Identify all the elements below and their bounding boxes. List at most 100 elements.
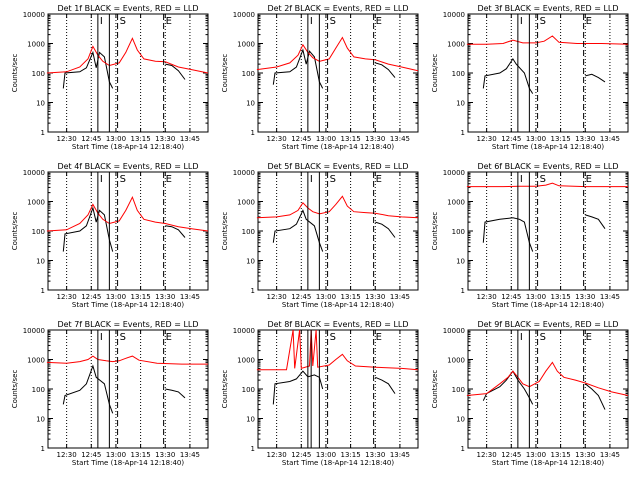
y-axis-label: Counts/sec [221, 54, 229, 93]
marker-label: S [120, 332, 126, 343]
y-tick-label: 1 [251, 445, 255, 453]
x-tick-label: 12:45 [81, 451, 101, 459]
plot-frame [467, 13, 629, 133]
y-tick-label: 10000 [443, 169, 465, 177]
y-tick-label: 10000 [233, 11, 255, 19]
y-tick-label: 10000 [23, 327, 45, 335]
marker-label: S [330, 16, 336, 27]
x-tick-label: 13:00 [316, 135, 336, 143]
marker-label: I [520, 16, 523, 27]
x-tick-label: 12:45 [291, 293, 311, 301]
panel-5: Det 5f BLACK = Events, RED = LLD Counts/s… [221, 162, 419, 309]
y-tick-label: 1000 [447, 357, 465, 365]
x-tick-label: 13:30 [155, 451, 175, 459]
marker-label: I [100, 332, 103, 343]
series-events-line [165, 225, 186, 238]
marker-label: S [120, 16, 126, 27]
x-tick-label: 13:00 [106, 451, 126, 459]
x-axis-label: Start Time (18-Apr-14 12:18:40) [282, 143, 394, 151]
panel-title: Det 5f BLACK = Events, RED = LLD [267, 162, 408, 171]
panel-title: Det 2f BLACK = Events, RED = LLD [267, 4, 408, 13]
series-events-line [375, 376, 396, 394]
x-tick-label: 12:45 [81, 135, 101, 143]
y-tick-label: 100 [452, 386, 465, 394]
marker-label: E [376, 332, 382, 343]
panel-title: Det 6f BLACK = Events, RED = LLD [477, 162, 618, 171]
x-tick-label: 12:30 [57, 293, 77, 301]
marker-label: S [330, 174, 336, 185]
x-tick-label: 13:45 [180, 293, 200, 301]
series-events-line [272, 48, 324, 89]
x-tick-label: 12:45 [501, 293, 521, 301]
plot-frame [257, 13, 419, 133]
y-axis-label: Counts/sec [431, 212, 439, 251]
series-events-line [585, 73, 606, 83]
x-tick-label: 13:15 [131, 135, 151, 143]
panel-8: Det 8f BLACK = Events, RED = LLD Counts/s… [221, 320, 419, 467]
y-tick-label: 10000 [233, 169, 255, 177]
x-axis-label: Start Time (18-Apr-14 12:18:40) [282, 459, 394, 467]
plot-frame [467, 171, 629, 291]
y-tick-label: 1 [251, 287, 255, 295]
x-tick-label: 12:30 [267, 451, 287, 459]
series-lld-line [46, 37, 209, 74]
x-tick-label: 12:30 [477, 135, 497, 143]
y-axis-label: Counts/sec [11, 212, 19, 251]
x-tick-label: 13:45 [600, 293, 620, 301]
y-tick-label: 100 [32, 228, 45, 236]
y-tick-label: 100 [242, 386, 255, 394]
x-tick-label: 13:30 [365, 451, 385, 459]
y-tick-label: 1000 [447, 199, 465, 207]
x-tick-label: 13:15 [341, 135, 361, 143]
x-tick-label: 13:30 [365, 293, 385, 301]
marker-label: E [166, 332, 172, 343]
x-axis-label: Start Time (18-Apr-14 12:18:40) [282, 301, 394, 309]
marker-label: S [540, 16, 546, 27]
x-tick-label: 13:45 [390, 451, 410, 459]
series-events-line [482, 370, 534, 405]
y-tick-label: 10000 [443, 11, 465, 19]
y-tick-label: 1 [461, 445, 465, 453]
y-tick-label: 100 [452, 70, 465, 78]
x-tick-label: 13:00 [106, 293, 126, 301]
y-tick-label: 10 [456, 416, 465, 424]
marker-label: I [520, 332, 523, 343]
series-lld-line [256, 195, 419, 219]
x-tick-label: 13:00 [526, 451, 546, 459]
x-tick-label: 12:30 [477, 451, 497, 459]
panel-title: Det 1f BLACK = Events, RED = LLD [57, 4, 198, 13]
plot-frame [47, 171, 209, 291]
plot-frame [257, 171, 419, 291]
series-lld-line [466, 35, 629, 45]
panel-1: Det 1f BLACK = Events, RED = LLD Counts/s… [11, 4, 209, 151]
panel-6: Det 6f BLACK = Events, RED = LLD Counts/s… [431, 162, 629, 309]
x-tick-label: 13:00 [526, 135, 546, 143]
panel-9: Det 9f BLACK = Events, RED = LLD Counts/s… [431, 320, 629, 467]
x-tick-label: 13:00 [526, 293, 546, 301]
x-tick-label: 13:45 [600, 135, 620, 143]
panel-2: Det 2f BLACK = Events, RED = LLD Counts/s… [221, 4, 419, 151]
marker-label: E [376, 174, 382, 185]
x-tick-label: 13:45 [390, 293, 410, 301]
series-events-line [482, 217, 534, 252]
y-axis-label: Counts/sec [221, 212, 229, 251]
y-tick-label: 100 [242, 228, 255, 236]
series-events-line [165, 388, 186, 399]
x-tick-label: 13:15 [131, 451, 151, 459]
marker-label: I [310, 174, 313, 185]
panel-3: Det 3f BLACK = Events, RED = LLD Counts/s… [431, 4, 629, 151]
y-tick-label: 1000 [237, 199, 255, 207]
series-events-line [62, 364, 114, 414]
x-tick-label: 13:00 [106, 135, 126, 143]
x-tick-label: 13:15 [551, 451, 571, 459]
y-tick-label: 100 [32, 70, 45, 78]
x-tick-label: 12:30 [477, 293, 497, 301]
series-lld-line [256, 36, 419, 72]
panel-title: Det 3f BLACK = Events, RED = LLD [477, 4, 618, 13]
x-tick-label: 13:45 [180, 451, 200, 459]
y-tick-label: 10 [456, 258, 465, 266]
x-tick-label: 12:45 [501, 451, 521, 459]
marker-label: E [376, 16, 382, 27]
marker-label: E [586, 16, 592, 27]
x-tick-label: 12:45 [291, 135, 311, 143]
